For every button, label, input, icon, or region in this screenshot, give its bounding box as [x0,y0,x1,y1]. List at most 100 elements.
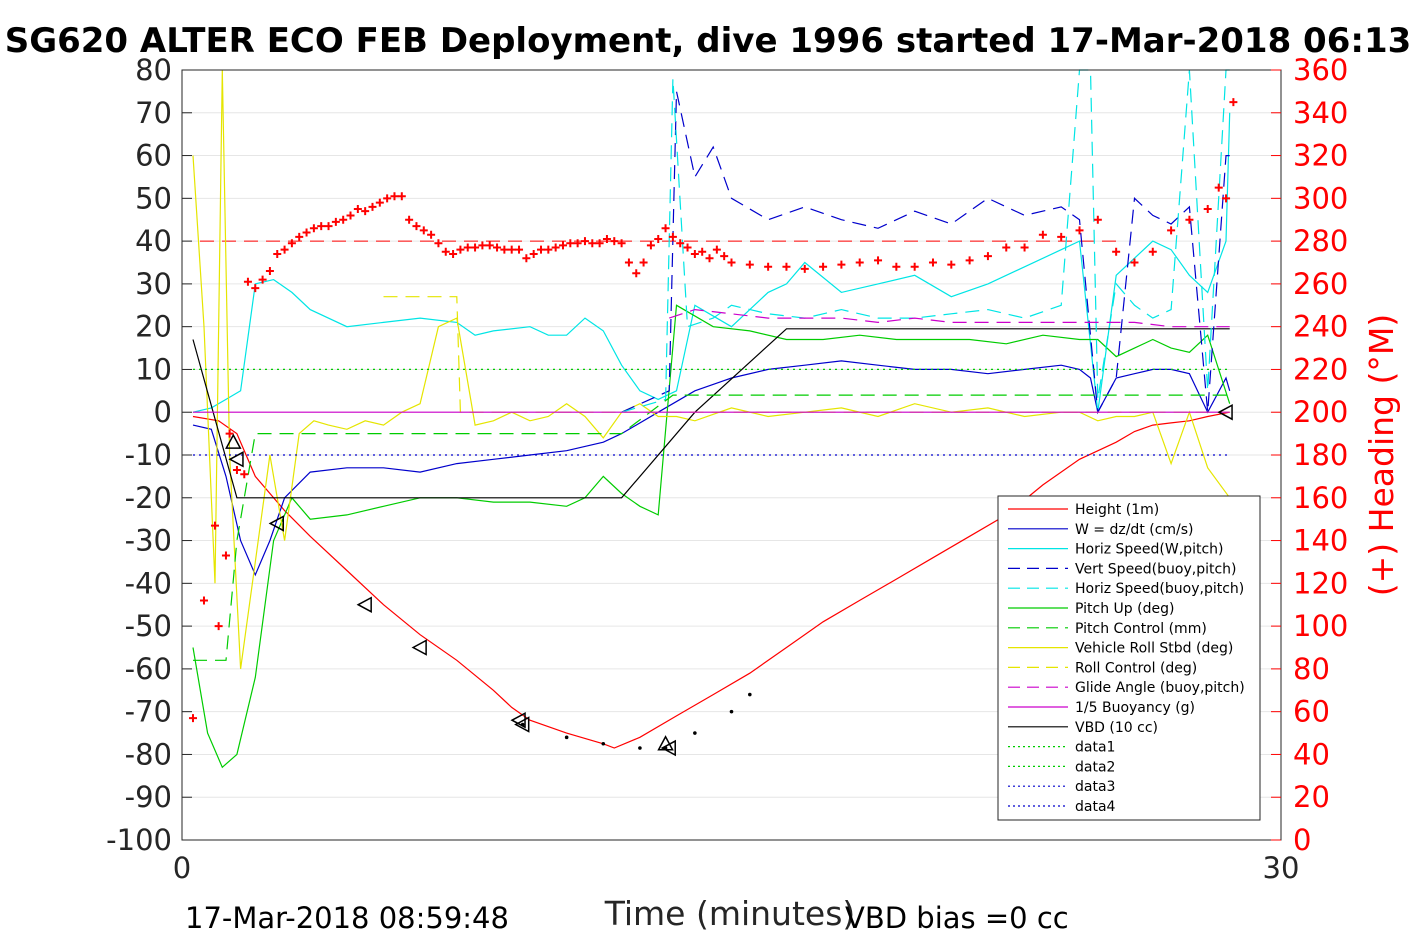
legend-label: Horiz Speed(W,pitch) [1075,542,1223,558]
heading-point [745,260,754,269]
right-tick-label: 140 [1293,524,1348,558]
legend-label: Roll Control (deg) [1075,660,1197,676]
path-dot [601,741,606,746]
heading-point [515,245,524,254]
right-tick-label: 260 [1293,267,1348,301]
heading-point [837,260,846,269]
path-dot [693,731,697,735]
heading-point [353,205,362,214]
heading-point [1130,258,1139,267]
heading-point [243,277,252,286]
right-tick-label: 220 [1293,352,1348,386]
heading-point [529,249,538,258]
heading-point [287,239,296,248]
heading-point [624,258,633,267]
series-horiz-speed-buoy-pitch [621,69,1230,413]
heading-point [782,262,791,271]
x-axis-ticks: 0 30 [173,830,1299,885]
series-layer [192,69,1231,769]
left-tick-label: -60 [125,652,172,686]
heading-point [1002,243,1011,252]
heading-point [251,284,260,293]
heading-point [456,245,465,254]
heading-point [1148,247,1157,256]
footer-datetime: 17-Mar-2018 08:59:48 [185,901,509,935]
legend-label: data3 [1075,779,1115,795]
heading-point [551,243,560,252]
right-tick-label: 160 [1293,481,1348,515]
path-dot [748,692,752,697]
heading-point [727,258,736,267]
series-w-dz-dt-cm-s [192,360,1231,577]
left-tick-label: -50 [125,609,172,643]
left-tick-label: -20 [125,481,172,515]
right-tick-label: 60 [1293,695,1330,729]
legend-label: data4 [1075,799,1116,815]
left-tick-label: 70 [135,96,172,130]
legend-label: W = dz/dt (cm/s) [1075,522,1194,538]
heading-point [309,224,318,233]
heading-point [617,239,626,248]
legend-label: Glide Angle (buoy,pitch) [1075,680,1245,696]
heading-point [449,249,458,258]
series-pitch-control-mm [193,394,1230,661]
heading-point [646,241,655,250]
left-tick-label: 10 [135,352,172,386]
heading-point [507,245,516,254]
right-tick-label: 280 [1293,224,1348,258]
right-tick-label: 320 [1293,139,1348,173]
heading-point [800,264,809,273]
heading-point [1167,226,1176,235]
heading-point [558,241,567,250]
heading-point [705,254,714,263]
heading-point [1222,194,1231,203]
triangle-left-marker [268,515,284,532]
heading-point [295,232,304,241]
right-tick-label: 80 [1293,652,1330,686]
heading-point [676,239,685,248]
heading-point [698,247,707,256]
left-tick-label: -10 [125,438,172,472]
left-tick-label: -90 [125,780,172,814]
heading-point [485,241,494,250]
left-tick-label: -80 [125,737,172,771]
right-tick-label: 20 [1293,780,1330,814]
heading-point [240,470,249,479]
heading-point [258,275,267,284]
heading-point [910,262,919,271]
heading-point [471,243,480,252]
series-horiz-speed-w-pitch [192,112,1231,413]
right-tick-label: 360 [1293,53,1348,87]
heading-point [1093,215,1102,224]
chart-title: SG620 ALTER ECO FEB Deployment, dive 199… [5,21,1412,61]
right-tick-label: 200 [1293,395,1348,429]
heading-point [280,245,289,254]
heading-point [383,194,392,203]
footer-vbd-bias: VBD bias =0 cc [845,901,1069,935]
left-tick-label: 50 [135,181,172,215]
right-tick-label: 240 [1293,310,1348,344]
heading-point [654,234,663,243]
heading-point [855,258,864,267]
heading-point [544,245,553,254]
heading-point [368,202,377,211]
path-dot [564,735,569,740]
heading-point [668,232,677,241]
heading-point [405,215,414,224]
legend-label: data2 [1075,759,1115,775]
heading-point [214,622,223,631]
heading-point [928,258,937,267]
legend-label: 1/5 Buoyancy (g) [1075,700,1195,716]
series-vert-speed-buoy-pitch [621,91,1230,415]
right-tick-label: 40 [1293,737,1330,771]
heading-point [764,262,773,271]
left-tick-label: 80 [135,53,172,87]
heading-point [390,192,399,201]
heading-point [397,192,406,201]
heading-point [302,228,311,237]
heading-point [522,254,531,263]
left-tick-label: -40 [125,566,172,600]
right-tick-label: 180 [1293,438,1348,472]
left-tick-label: 0 [154,395,172,429]
triangle-left-marker [228,451,244,468]
